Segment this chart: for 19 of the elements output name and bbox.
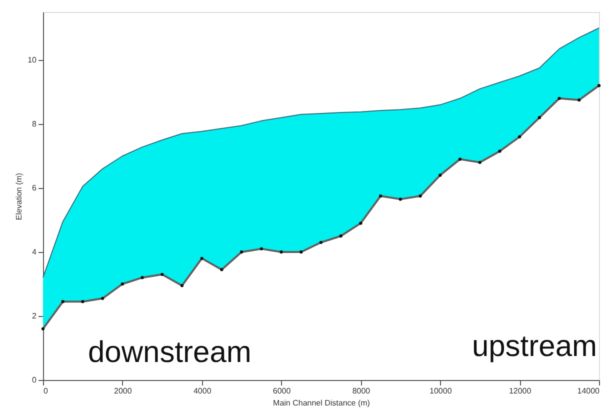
annotation: upstream <box>472 330 597 363</box>
x-axis-title: Main Channel Distance (m) <box>273 398 370 408</box>
y-axis-title: Elevation (m) <box>14 172 24 220</box>
y-tick-label: 0 <box>32 376 38 384</box>
y-tick-label: 10 <box>28 56 38 64</box>
y-tick-label: 4 <box>32 248 38 256</box>
x-tick-label: 8000 <box>352 386 371 396</box>
annotation: downstream <box>88 336 252 369</box>
x-tick-label: 2000 <box>114 386 132 396</box>
x-tick-label: 14000 <box>577 386 600 396</box>
x-tick-label: 6000 <box>272 386 292 396</box>
x-tick-label: 0 <box>44 386 48 396</box>
y-tick-label: 6 <box>32 184 38 192</box>
x-tick-label: 4000 <box>193 386 212 396</box>
line-series <box>41 84 601 330</box>
x-tick-label: 10000 <box>430 386 452 396</box>
y-tick-label: 2 <box>32 312 38 320</box>
y-tick-label: 8 <box>32 120 38 128</box>
x-tick-label: 12000 <box>508 386 532 396</box>
